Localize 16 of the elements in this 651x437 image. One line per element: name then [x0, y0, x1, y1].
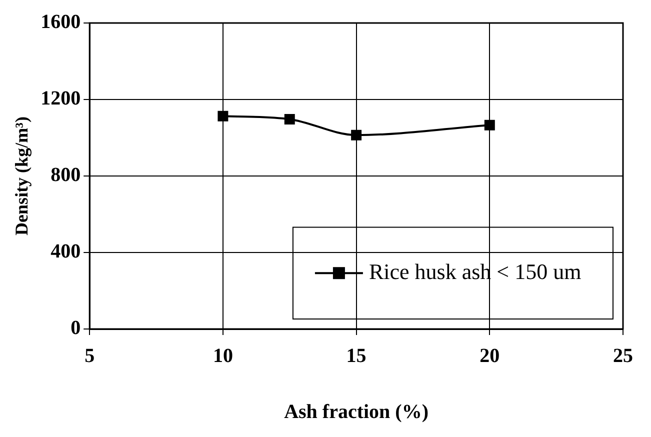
- y-tick-label: 1200: [40, 88, 81, 110]
- y-tick-label: 0: [70, 317, 81, 340]
- x-tick-label: 15: [346, 345, 366, 368]
- x-tick-label: 5: [84, 345, 95, 368]
- x-tick-label: 25: [613, 345, 633, 368]
- y-axis-title: Density (kg/m³): [11, 116, 32, 236]
- point: [284, 114, 295, 124]
- x-tick-label: 20: [480, 345, 500, 368]
- point: [218, 110, 228, 122]
- point: [484, 120, 495, 130]
- x-tick-label: 10: [212, 345, 233, 368]
- y-tick-label: 800: [50, 164, 81, 186]
- x-axis-title: Ash fraction (%): [284, 401, 429, 424]
- y-tick-label: 1600: [40, 11, 81, 34]
- y-tick-label: 400: [50, 240, 81, 263]
- point: [351, 130, 362, 140]
